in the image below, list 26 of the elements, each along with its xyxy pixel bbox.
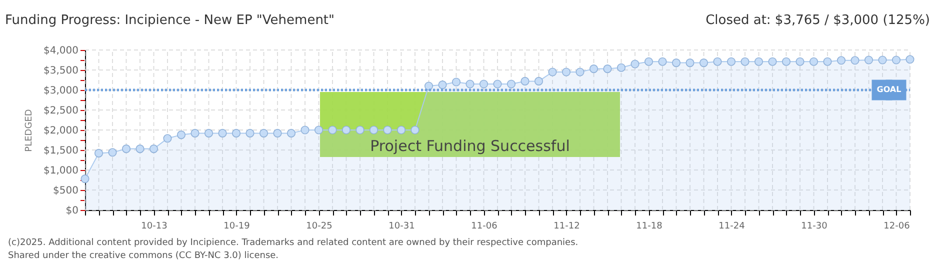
x-tick-label: 11-30 xyxy=(801,222,828,232)
x-tick-label: 11-24 xyxy=(718,222,746,232)
ref-line-label: GOAL xyxy=(876,85,902,94)
y-tick-label: $500 xyxy=(53,186,78,196)
text: (c)2025. Additional content provided by Incipience. Trademarks and related content are owned by their respective companies. xyxy=(8,238,578,248)
x-tick-label: 11-18 xyxy=(636,222,663,232)
y-tick-label: $1,500 xyxy=(44,146,78,156)
y-tick-label: $4,000 xyxy=(44,46,78,56)
y-tick-label: $2,500 xyxy=(44,106,78,116)
x-tick-label: 10-19 xyxy=(224,222,250,232)
x-tick-label: 11-12 xyxy=(554,222,580,232)
y-tick-label: $1,000 xyxy=(44,166,78,176)
annotation: Project Funding Successful xyxy=(370,137,570,155)
chart-title: Funding Progress: Incipience - New EP "Vehement" xyxy=(5,13,335,28)
x-tick-label: 11-06 xyxy=(471,222,498,232)
x-tick-label: 10-13 xyxy=(141,222,168,232)
x-tick-label: 12-06 xyxy=(884,222,910,232)
x-tick-label: 10-31 xyxy=(388,222,415,232)
y-tick-label: $2,000 xyxy=(44,126,78,136)
y-tick-label: $3,500 xyxy=(44,66,78,76)
text: Shared under the creative commons (CC BY-NC 3.0) license. xyxy=(8,251,279,261)
y-axis-title: PLEDGED xyxy=(24,109,35,152)
text: Closed at: $3,765 / $3,000 (125%) xyxy=(706,13,930,28)
x-tick-label: 10-25 xyxy=(306,222,332,232)
y-tick-label: $0 xyxy=(66,206,78,216)
y-tick-label: $3,000 xyxy=(44,86,78,96)
